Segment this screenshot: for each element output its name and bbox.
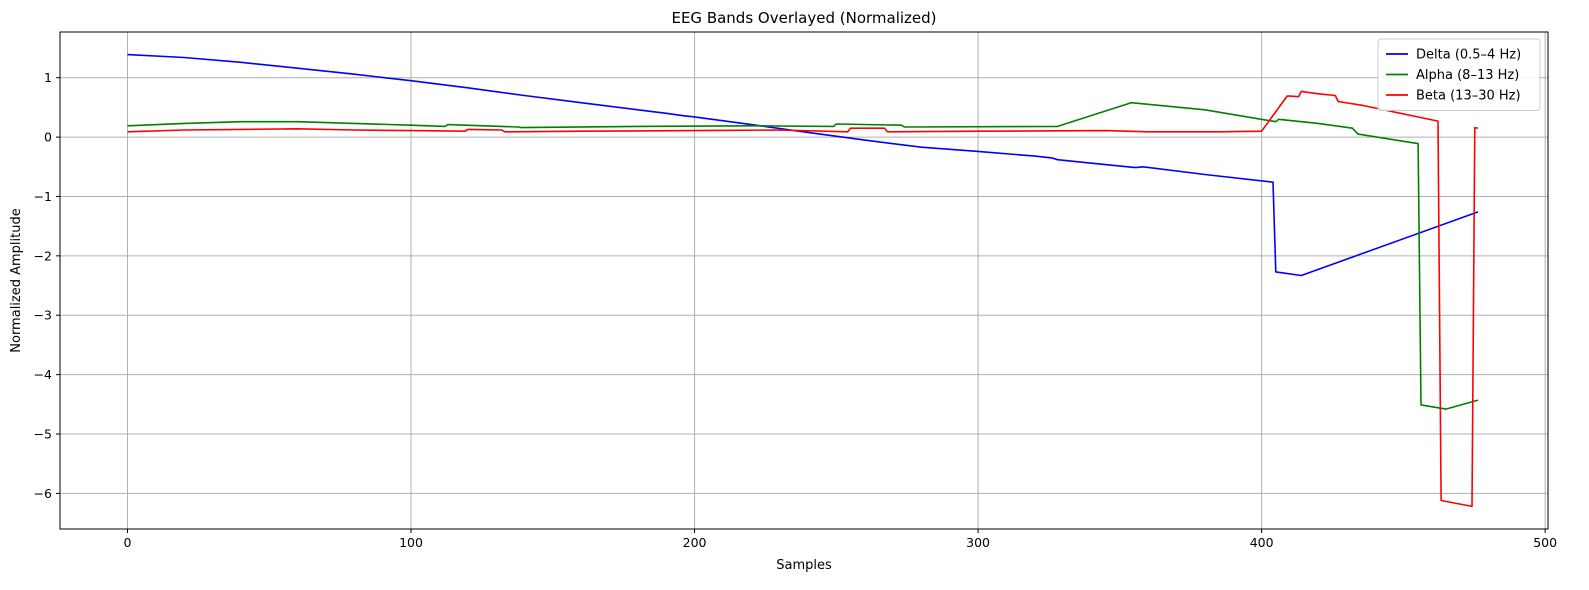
- x-tick-label: 100: [399, 535, 423, 550]
- y-tick-label: −1: [34, 189, 52, 204]
- y-tick-label: −6: [34, 486, 52, 501]
- x-tick-label: 300: [966, 535, 990, 550]
- series-line-0: [127, 53, 1479, 277]
- x-tick-label: 200: [683, 535, 707, 550]
- y-tick-label: 0: [44, 130, 52, 145]
- x-tick-label: 500: [1533, 535, 1557, 550]
- chart-title: EEG Bands Overlayed (Normalized): [671, 9, 936, 27]
- legend-box: [1377, 38, 1541, 111]
- plot-lines: [127, 53, 1479, 508]
- legend: Delta (0.5–4 Hz) Alpha (8–13 Hz) Beta (13–…: [1377, 38, 1541, 111]
- legend-label: Beta (13–30 Hz): [1416, 89, 1521, 104]
- legend-label: Delta (0.5–4 Hz): [1416, 48, 1521, 63]
- x-tick-label: 400: [1250, 535, 1274, 550]
- x-tick-label: 0: [124, 535, 132, 550]
- series-line-1: [127, 101, 1479, 410]
- y-tick-label: −2: [34, 248, 52, 263]
- legend-label: Alpha (8–13 Hz): [1416, 68, 1519, 83]
- grid: [60, 32, 1548, 529]
- y-tick-label: −4: [34, 367, 52, 382]
- series-line-2: [127, 90, 1479, 508]
- y-tick-label: −3: [34, 308, 52, 323]
- y-tick-label: 1: [44, 70, 52, 85]
- plot-frame: [59, 31, 1549, 530]
- y-axis-label: Normalized Amplitude: [9, 208, 24, 352]
- x-axis-label: Samples: [776, 558, 832, 573]
- y-tick-label: −5: [34, 426, 52, 441]
- ticks: 0 100 200 300 400 500 1 0 −1 −2 −3 −4 −5 −6: [34, 70, 1558, 550]
